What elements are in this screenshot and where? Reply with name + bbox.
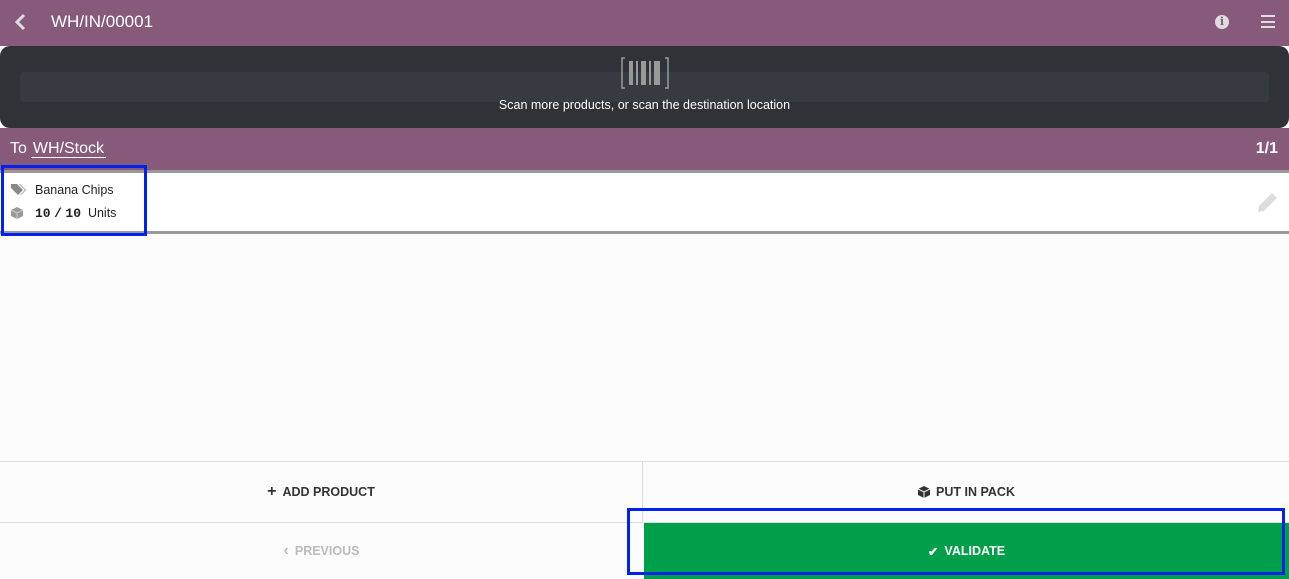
pencil-edit-icon[interactable]: [1255, 191, 1279, 215]
tags-icon: [11, 184, 26, 195]
to-label: To: [10, 140, 27, 157]
page-counter: 1/1: [1255, 140, 1278, 157]
validate-label: VALIDATE: [944, 544, 1006, 558]
barcode-icon: [621, 57, 669, 89]
add-product-button[interactable]: + ADD PRODUCT: [0, 462, 643, 523]
cube-icon: [918, 486, 931, 498]
previous-label: PREVIOUS: [294, 544, 360, 558]
page-title: WH/IN/00001: [51, 12, 154, 31]
add-product-label: ADD PRODUCT: [282, 485, 375, 499]
cube-icon: [11, 207, 23, 219]
chevron-left-icon: ‹: [283, 542, 289, 559]
qty-demand: 10: [65, 206, 81, 221]
put-in-pack-label: PUT IN PACK: [936, 485, 1015, 499]
back-arrow-icon[interactable]: [12, 12, 30, 32]
location-header: To WH/Stock 1/1: [0, 128, 1289, 170]
put-in-pack-button[interactable]: PUT IN PACK: [644, 462, 1289, 523]
destination-location[interactable]: WH/Stock: [30, 140, 107, 158]
check-icon: ✔: [927, 544, 939, 559]
previous-button[interactable]: ‹ PREVIOUS: [0, 523, 643, 579]
scanner-message: Scan more products, or scan the destinat…: [498, 98, 791, 112]
qty-separator: /: [54, 206, 62, 221]
plus-icon: +: [267, 483, 277, 500]
navbar: WH/IN/00001 i: [0, 0, 1289, 46]
hamburger-menu-icon[interactable]: [1261, 15, 1275, 28]
validate-button[interactable]: ✔ VALIDATE: [644, 523, 1289, 579]
uom: Units: [87, 206, 117, 220]
product-name: Banana Chips: [35, 183, 114, 197]
info-icon[interactable]: i: [1215, 15, 1229, 29]
action-footer: + ADD PRODUCT PUT IN PACK ‹ PREVIOUS ✔ VALI…: [0, 461, 1289, 579]
qty-done: 10: [35, 206, 51, 221]
move-line[interactable]: Banana Chips 10 / 10 Units: [0, 170, 1289, 234]
scanner-panel: Scan more products, or scan the destinat…: [0, 46, 1289, 128]
